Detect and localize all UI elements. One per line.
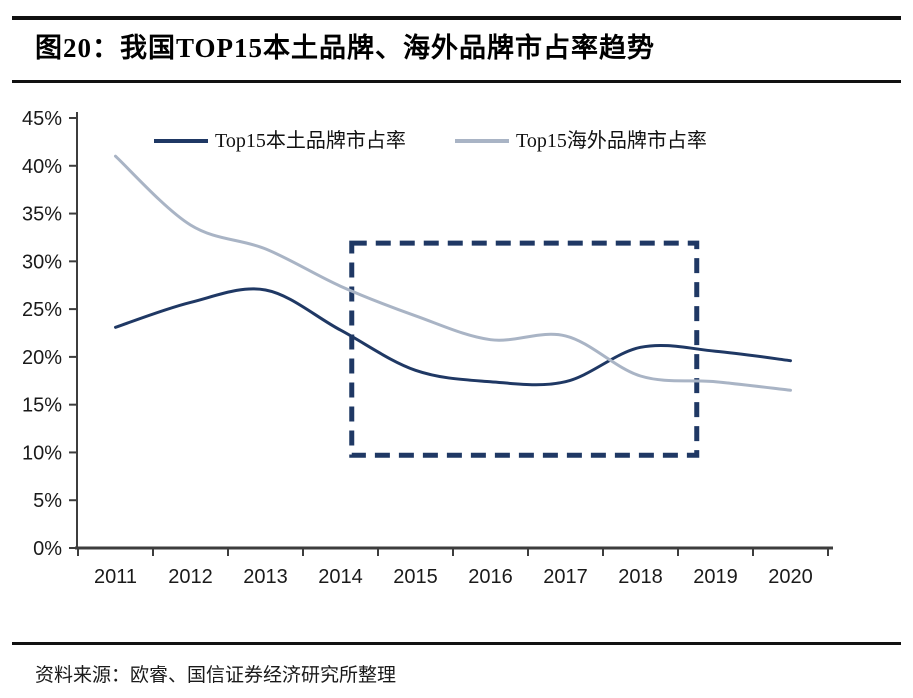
y-tick-label: 40% (22, 156, 62, 178)
y-tick-label: 5% (33, 490, 62, 512)
y-tick-label: 10% (22, 442, 62, 464)
title-bottom-rule (12, 80, 901, 83)
legend-label-domestic: Top15本土品牌市占率 (215, 130, 406, 152)
series-line-overseas (114, 154, 792, 392)
x-tick-label: 2019 (693, 566, 738, 588)
x-tick-label: 2017 (543, 566, 588, 588)
title-top-rule (12, 16, 901, 20)
y-tick-label: 35% (22, 204, 62, 226)
y-tick-label: 45% (22, 108, 62, 130)
y-tick-label: 20% (22, 347, 62, 369)
x-tick-label: 2014 (318, 566, 363, 588)
source-note: 资料来源：欧睿、国信证券经济研究所整理 (35, 665, 397, 686)
y-tick-label: 0% (33, 538, 62, 560)
legend-swatch-domestic (154, 139, 208, 143)
legend-label-overseas: Top15海外品牌市占率 (516, 130, 707, 152)
y-tick-label: 15% (22, 395, 62, 417)
x-tick-label: 2011 (94, 566, 137, 588)
y-tick-label: 30% (22, 251, 62, 273)
x-tick-label: 2016 (468, 566, 513, 588)
x-tick-label: 2013 (243, 566, 288, 588)
highlight-dashed-box (349, 240, 700, 458)
legend-item-domestic: Top15本土品牌市占率 (154, 129, 406, 153)
legend-item-overseas: Top15海外品牌市占率 (455, 129, 707, 153)
x-tick-label: 2015 (393, 566, 438, 588)
x-tick-label: 2018 (618, 566, 663, 588)
y-tick-label: 25% (22, 299, 62, 321)
figure-title: 图20：我国TOP15本土品牌、海外品牌市占率趋势 (35, 33, 656, 63)
x-tick-label: 2020 (768, 566, 813, 588)
legend-swatch-overseas (455, 139, 509, 143)
series-line-domestic (114, 287, 792, 387)
footer-rule (12, 642, 901, 645)
x-tick-label: 2012 (168, 566, 213, 588)
